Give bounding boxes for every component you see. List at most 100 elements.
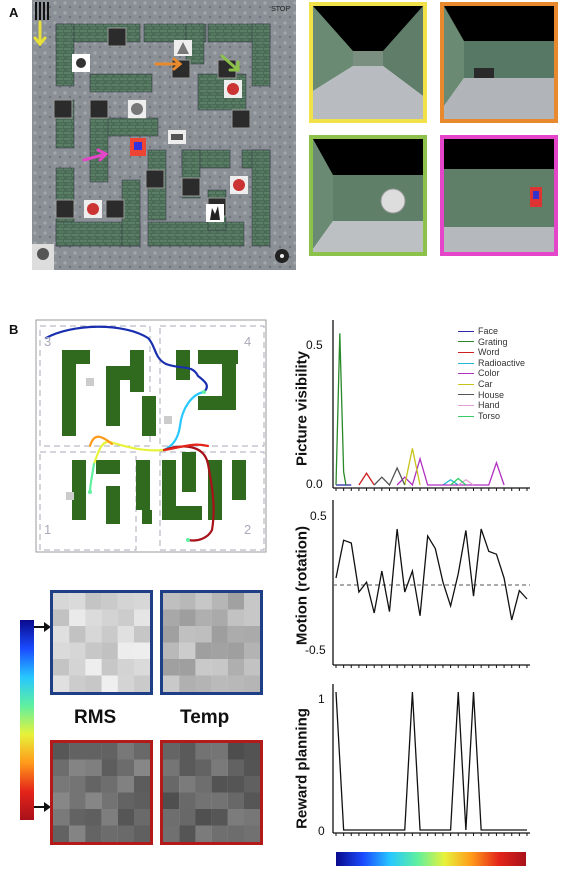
heatmap-cell (53, 743, 70, 760)
heatmap-cell (211, 593, 228, 610)
heatmap-cell (69, 659, 86, 676)
heatmap-cell (85, 743, 102, 760)
legend-label: Radioactive (478, 357, 526, 368)
visibility-legend: Face Grating Word Radioactive Color Car House H… (458, 326, 525, 421)
heatmap-cell (227, 776, 245, 793)
heatmap-cell (101, 792, 118, 810)
heatmap-cell (69, 675, 86, 692)
ytick-motion-bottom: -0.5 (305, 643, 326, 657)
ytick-motion-top: 0.5 (310, 509, 327, 523)
heatmap-cell (163, 743, 180, 760)
heatmap-cell (244, 759, 260, 777)
panel-b-label: B (9, 322, 19, 337)
legend-swatch (458, 404, 474, 406)
heatmap-cell (53, 593, 70, 610)
heatmap-cell (117, 642, 135, 660)
heatmap-cell (85, 759, 102, 777)
view-green (309, 135, 427, 256)
heatmap-cell (53, 809, 70, 826)
heatmap-cell (69, 776, 86, 793)
heatmap-cell (179, 642, 196, 660)
heatmap-temp-bottom (160, 740, 263, 845)
heatmap-cell (85, 609, 102, 627)
heatmap-cell (85, 825, 102, 842)
heatmap-cell (134, 792, 150, 810)
trajectory-svg (35, 319, 267, 553)
heatmap-cell (244, 609, 260, 627)
legend-swatch (458, 330, 474, 332)
legend-label: House (478, 389, 505, 400)
heatmap-cell (117, 675, 135, 692)
heatmap-cell (227, 626, 245, 643)
heatmap-cell (53, 642, 70, 660)
heatmap-cell (69, 792, 86, 810)
legend-label: Grating (478, 336, 508, 347)
heatmap-cell (117, 593, 135, 610)
heatmap-cell (69, 642, 86, 660)
legend-swatch (458, 415, 474, 417)
legend-label: Hand (478, 400, 500, 411)
heatmap-cell (227, 809, 245, 826)
heatmap-cell (101, 642, 118, 660)
legend-label: Word (478, 347, 500, 358)
heatmap-cell (69, 809, 86, 826)
heatmap-cell (134, 825, 150, 842)
heatmap-cell (101, 809, 118, 826)
heatmap-cell (134, 776, 150, 793)
view-magenta (440, 135, 558, 256)
view-yellow (309, 2, 427, 123)
arrow-bottom (34, 806, 48, 808)
arrow-top (34, 626, 48, 628)
heatmap-cell (134, 626, 150, 643)
legend-entry: Word (458, 347, 525, 358)
series-line-radioactive (442, 478, 459, 486)
heatmap-cell (179, 776, 196, 793)
heatmap-cell (163, 759, 180, 777)
heatmap-cell (117, 776, 135, 793)
heatmap-cell (227, 593, 245, 610)
heatmap-cell (53, 825, 70, 842)
landmark-pictures (32, 40, 289, 270)
heatmap-cell (227, 659, 245, 676)
legend-entry: House (458, 390, 525, 401)
heatmap-cell (244, 743, 260, 760)
heatmap-cell (195, 659, 212, 676)
heatmap-cell (53, 626, 70, 643)
heatmap-cell (53, 675, 70, 692)
heatmap-cell (53, 659, 70, 676)
heatmap-cell (117, 809, 135, 826)
heatmap-cell (163, 642, 180, 660)
heatmap-cell (211, 609, 228, 627)
heatmap-cell (211, 809, 228, 826)
heatmap-cell (85, 659, 102, 676)
series-line-word (358, 472, 375, 486)
legend-swatch (458, 351, 474, 353)
heatmap-cell (134, 659, 150, 676)
heatmap-cell (163, 675, 180, 692)
series-line (335, 691, 527, 831)
heatmap-cell (101, 659, 118, 676)
heatmap-cell (85, 675, 102, 692)
heatmap-cell (227, 609, 245, 627)
heatmap-cell (179, 626, 196, 643)
heatmap-cell (69, 743, 86, 760)
heatmap-rms-bottom (50, 740, 153, 845)
legend-entry: Grating (458, 337, 525, 348)
heatmap-cell (179, 825, 196, 842)
heatmap-cell (117, 792, 135, 810)
heatmap-cell (227, 792, 245, 810)
heatmap-cell (244, 642, 260, 660)
heatmap-cell (53, 609, 70, 627)
heatmap-cell (69, 609, 86, 627)
caption-temp: Temp (180, 707, 230, 728)
heatmap-cell (195, 825, 212, 842)
heatmap-cell (53, 759, 70, 777)
heatmap-cell (163, 593, 180, 610)
heatmap-cell (69, 759, 86, 777)
heatmap-cell (101, 825, 118, 842)
legend-swatch (458, 362, 474, 364)
heatmap-cell (101, 675, 118, 692)
view-orange (440, 2, 558, 123)
heatmap-temp-top (160, 590, 263, 695)
series-line-color (396, 456, 505, 487)
